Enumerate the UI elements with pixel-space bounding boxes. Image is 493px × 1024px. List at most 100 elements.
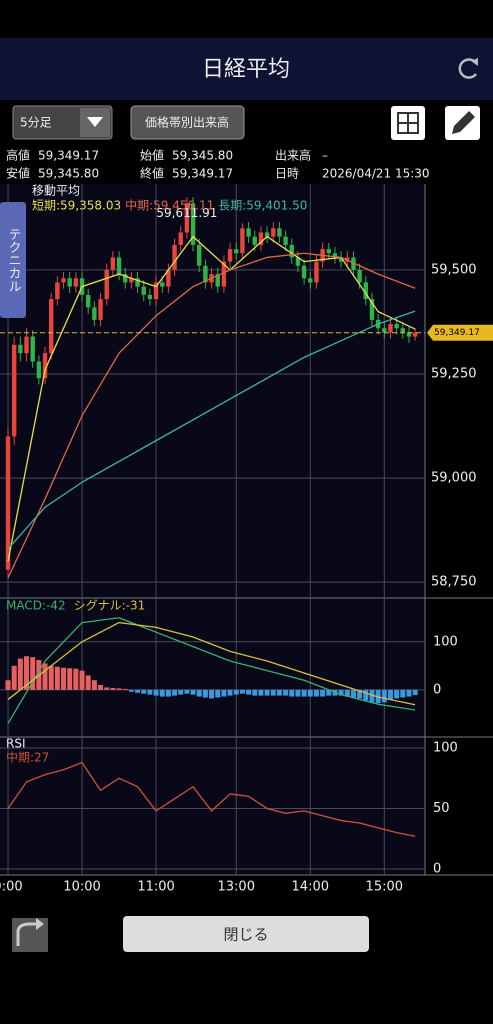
y-tick-label: 0 <box>433 682 441 697</box>
candle-body <box>172 244 177 270</box>
candle-body <box>42 353 48 379</box>
macd-histogram-bar <box>350 689 356 698</box>
rotate-icon[interactable] <box>12 918 48 952</box>
macd-histogram-bar <box>17 658 23 690</box>
macd-histogram-bar <box>61 667 67 690</box>
x-tick-label: 11:00 <box>137 880 174 895</box>
macd-histogram-bar <box>283 689 289 696</box>
candle-body <box>221 261 227 287</box>
legend-entry: 長期:59,401.50 <box>218 199 307 213</box>
macd-histogram-bar <box>116 688 122 690</box>
moving-average-line <box>7 235 416 562</box>
candle-body <box>24 336 29 354</box>
macd-histogram-bar <box>406 689 412 697</box>
header-bar <box>0 38 493 100</box>
macd-histogram-bar <box>91 680 97 690</box>
moving-average-line <box>7 252 416 579</box>
close-button-label: 閉じる <box>223 926 268 944</box>
close-button[interactable] <box>123 916 369 952</box>
info-value: 59,349.17 <box>38 149 99 163</box>
macd-histogram-bar <box>307 689 313 697</box>
title: 日経平均 <box>202 57 290 82</box>
candle-body <box>61 278 66 283</box>
macd-histogram-bar <box>326 689 332 696</box>
candle-body <box>110 257 116 270</box>
legend-entry: 短期:59,358.03 <box>32 199 121 213</box>
x-tick-label: 10:00 <box>63 880 100 895</box>
macd-histogram-bar <box>73 668 79 690</box>
macd-histogram-bar <box>141 689 147 694</box>
macd-histogram-bar <box>412 689 418 696</box>
macd-histogram-bar <box>202 689 208 698</box>
ma-title: 移動平均 <box>32 184 80 198</box>
macd-histogram-bar <box>363 689 369 701</box>
macd-histogram-bar <box>394 689 400 699</box>
macd-histogram-bar <box>85 675 91 690</box>
macd-line <box>7 621 416 706</box>
candle-body <box>36 361 42 379</box>
candle-body <box>160 282 165 287</box>
x-tick-label: 9:00 <box>0 880 23 895</box>
candle-body <box>394 324 399 329</box>
candle-body <box>400 328 405 333</box>
candle-body <box>116 257 122 275</box>
macd-histogram-bar <box>190 689 196 695</box>
candle-body <box>234 249 239 254</box>
technical-tab[interactable] <box>0 202 26 318</box>
candle-body <box>252 236 257 245</box>
info-label: 終値 <box>140 166 164 181</box>
macd-histogram-bar <box>159 689 165 697</box>
y-tick-label: 58,750 <box>431 575 477 590</box>
candle-body <box>178 232 183 245</box>
plot-area <box>0 184 425 875</box>
info-label: 日時 <box>275 167 299 181</box>
layout-icon[interactable] <box>391 106 425 140</box>
candle-body <box>129 278 134 283</box>
info-label: 安値 <box>6 166 30 181</box>
candle-body <box>123 274 128 283</box>
y-tick-label: 100 <box>433 634 458 649</box>
macd-histogram-bar <box>313 689 319 697</box>
candle-body <box>277 228 282 237</box>
y-tick-label: 59,000 <box>431 471 477 486</box>
candle-body <box>406 332 412 337</box>
macd-histogram-bar <box>221 689 227 697</box>
refresh-icon[interactable] <box>458 58 478 79</box>
peak-label: 59,611.91 <box>156 206 217 220</box>
candle-body <box>388 324 393 333</box>
macd-histogram-bar <box>110 687 116 690</box>
macd-histogram-bar <box>128 689 134 692</box>
info-label: 始値 <box>140 148 164 163</box>
candle-body <box>166 269 171 287</box>
candle-body <box>48 299 54 354</box>
candle-body <box>295 257 301 266</box>
y-tick-label: 59,250 <box>431 367 477 382</box>
x-tick-label: 14:00 <box>292 880 329 895</box>
macd-histogram-bar <box>233 689 239 695</box>
macd-histogram-bar <box>369 689 375 703</box>
info-value: 59,345.80 <box>172 149 233 163</box>
last-price-label: 59,349.17 <box>434 328 480 338</box>
info-value: 59,345.80 <box>38 167 99 181</box>
macd-histogram-bar <box>54 666 60 690</box>
x-tick-label: 13:00 <box>218 880 255 895</box>
macd-histogram-bar <box>184 689 190 694</box>
candle-body <box>197 244 202 266</box>
dropdown-arrow <box>87 117 103 127</box>
macd-histogram-bar <box>357 689 363 699</box>
info-label: 高値 <box>6 148 30 163</box>
macd-histogram-bar <box>122 688 128 690</box>
candle-body <box>141 286 146 295</box>
macd-histogram-bar <box>209 689 215 699</box>
macd-histogram-bar <box>289 689 295 697</box>
macd-histogram-bar <box>30 657 36 690</box>
macd-histogram-bar <box>215 689 221 698</box>
macd-histogram-bar <box>153 689 159 696</box>
candle-body <box>326 249 331 254</box>
plot: 9:00 10:00 11:00 13:00 14:00 15:00 58,750 59,00… <box>0 184 493 895</box>
candle-body <box>308 278 313 283</box>
volume-profile-button[interactable] <box>130 105 245 140</box>
draw-icon[interactable] <box>445 106 480 140</box>
macd-histogram-bar <box>301 689 307 697</box>
